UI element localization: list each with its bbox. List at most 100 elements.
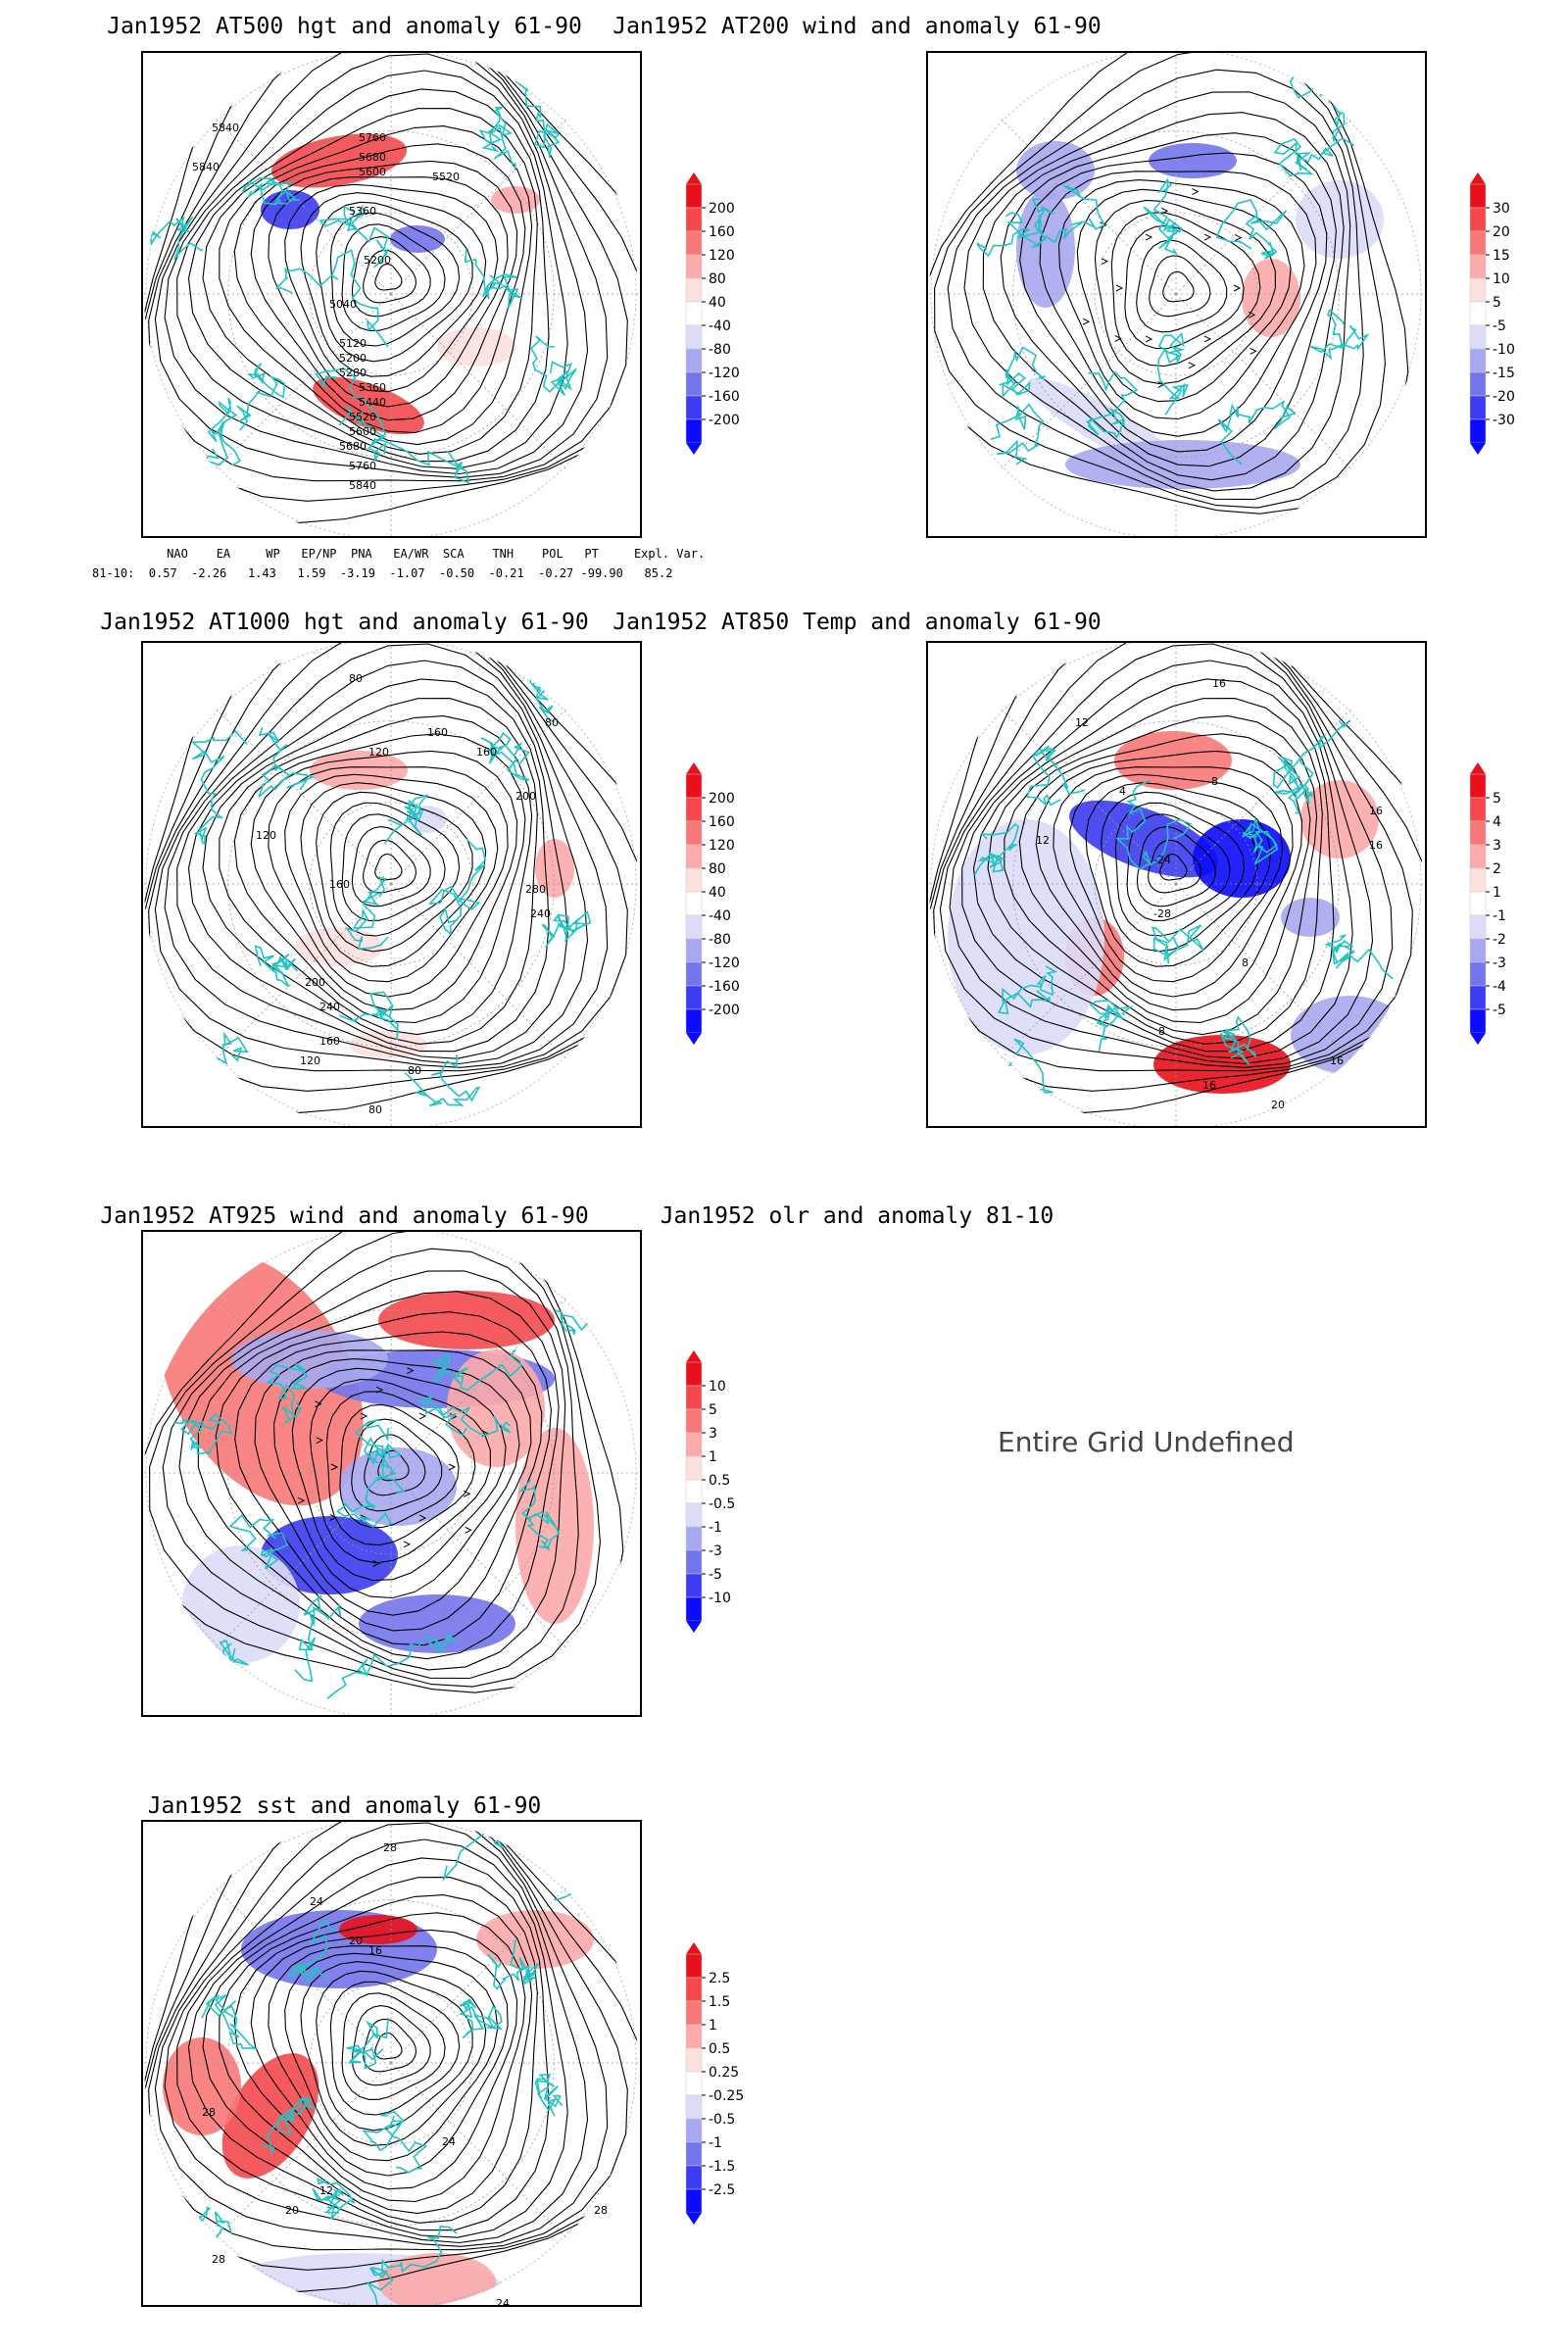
coastline <box>442 1831 601 1904</box>
colorbar-top-arrow <box>1470 762 1486 774</box>
colorbar-label: -40 <box>709 318 731 334</box>
panel-title-olr: Jan1952 olr and anomaly 81-10 <box>660 1203 1054 1229</box>
contour-label: 5360 <box>359 381 386 394</box>
colorbar-label: 2 <box>1493 861 1501 877</box>
colorbar-swatch <box>1469 938 1487 963</box>
anomaly-field <box>163 1910 594 2305</box>
coastline <box>344 876 389 951</box>
contour-line <box>374 263 403 291</box>
meridian-line <box>1001 119 1177 295</box>
contour-line <box>1018 733 1311 1024</box>
colorbar-swatch <box>1469 867 1487 893</box>
contour-label: 160 <box>476 746 497 759</box>
coastline <box>1242 816 1279 865</box>
contour-labels: 16 12 4 -8 -24 -28 16 16 12 8 8 16 20 16 <box>1036 677 1383 1111</box>
colorbar-label: -5 <box>709 1567 722 1583</box>
meridian-line <box>216 1298 392 1474</box>
contour-line <box>164 1822 589 2244</box>
coastline <box>1309 309 1370 361</box>
colorbar-swatch <box>685 1479 703 1504</box>
colorbar-label: 5 <box>1493 791 1501 807</box>
colorbar-swatch <box>685 2141 703 2167</box>
contour-line <box>316 1970 473 2132</box>
contour-line <box>316 791 473 953</box>
contour-line <box>234 1331 543 1632</box>
colorbar-label: 4 <box>1493 814 1501 830</box>
colorbar-swatch <box>685 2024 703 2049</box>
colorbar-swatch <box>685 1526 703 1551</box>
anomaly-blob <box>1016 141 1095 200</box>
streamline-arrow <box>1101 258 1108 266</box>
coastline <box>514 74 561 159</box>
contour-label: 5200 <box>364 254 391 267</box>
contour-line <box>144 643 638 1092</box>
colorbar-swatch <box>1469 961 1487 987</box>
contour-label: 20 <box>285 2204 299 2217</box>
colorbar-swatch <box>685 2071 703 2096</box>
coastline <box>430 1348 523 1392</box>
coastline <box>1323 934 1395 980</box>
colorbar-top-arrow <box>686 172 702 184</box>
colorbar-swatch <box>685 1549 703 1575</box>
contour-line <box>215 1311 552 1646</box>
map-boundary <box>145 1822 637 2305</box>
colorbar-label: -5 <box>1493 1003 1506 1018</box>
anomaly-blob <box>163 2037 241 2135</box>
coastline <box>1215 199 1288 260</box>
colorbar-bottom-arrow <box>686 443 702 455</box>
colorbar-at850: 5 4 3 2 1 -1 -2 -3 -4 -5 <box>1469 762 1558 1045</box>
contour-label: -28 <box>1153 907 1171 920</box>
contour-line <box>148 1822 628 2251</box>
anomaly-blob <box>221 2053 319 2179</box>
coastline <box>336 1449 396 1529</box>
contour-line <box>316 201 473 363</box>
colorbar-swatch <box>685 961 703 987</box>
map-svg-at200 <box>929 53 1423 536</box>
contour-line <box>250 160 518 421</box>
coastline <box>260 2095 318 2155</box>
colorbar-label: 3 <box>1493 838 1501 854</box>
contour-line <box>284 773 499 983</box>
colorbar-label: -1 <box>1493 908 1506 924</box>
coastlines <box>148 74 577 484</box>
colorbar-label: 40 <box>709 885 726 901</box>
anomaly-blob <box>270 133 408 188</box>
colorbar-swatch <box>685 938 703 963</box>
colorbar-swatch <box>1469 277 1487 303</box>
meridian-line <box>216 709 392 885</box>
latitude-circle <box>1094 212 1258 376</box>
colorbar-at925: 10 5 3 1 0.5 -0.5 -1 -3 -5 -10 <box>685 1350 774 1633</box>
coastline <box>315 368 387 446</box>
streamline-arrow <box>418 1412 427 1420</box>
contour-label: 28 <box>594 2204 608 2217</box>
contour-line <box>1136 239 1228 333</box>
contour-line <box>363 2018 417 2073</box>
colorbar-swatch <box>685 844 703 869</box>
contour-label: 5040 <box>329 298 357 311</box>
map-boundary <box>145 1232 637 1715</box>
colorbar-label: 20 <box>1493 224 1510 240</box>
coastline <box>266 1362 309 1424</box>
colorbar-swatch <box>685 2165 703 2190</box>
contour-label: 12 <box>319 2184 333 2197</box>
contour-line <box>309 1378 491 1564</box>
contour-line <box>987 698 1323 1045</box>
colorbar-swatch <box>685 820 703 846</box>
contour-line <box>164 53 589 475</box>
contour-label: -24 <box>1153 854 1171 866</box>
meridian-line <box>390 883 566 1059</box>
colorbar-label: -200 <box>709 1003 740 1018</box>
colorbar-swatch <box>685 1502 703 1528</box>
colorbar-swatch <box>685 1977 703 2002</box>
anomaly-blob <box>310 751 408 790</box>
colorbar-label: -1 <box>709 1520 722 1536</box>
colorbar-swatch <box>685 324 703 350</box>
contour-line <box>233 143 526 434</box>
contour-line <box>254 1349 532 1616</box>
contour-line <box>291 1367 507 1582</box>
colorbar-bottom-arrow <box>686 2213 702 2225</box>
colorbar-swatch <box>685 773 703 799</box>
contour-line <box>341 223 446 331</box>
contour-line <box>1110 212 1261 368</box>
map-panel-at850: 16 12 4 -8 -24 -28 16 16 12 8 8 16 20 16 <box>926 641 1427 1128</box>
